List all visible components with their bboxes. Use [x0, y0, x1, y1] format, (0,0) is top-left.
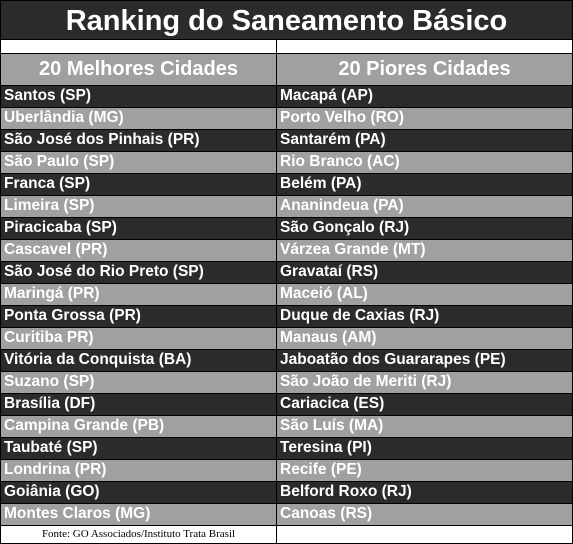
table-row: Suzano (SP) São João de Meriti (RJ)	[1, 372, 572, 394]
source-row: Fonte: GO Associados/Instituto Trata Bra…	[1, 526, 572, 544]
table-row: São José do Rio Preto (SP) Gravataí (RS)	[1, 262, 572, 284]
table-row: Santos (SP) Macapá (AP)	[1, 86, 572, 108]
worst-city-cell: Santarém (PA)	[280, 131, 386, 148]
table-row: Franca (SP) Belém (PA)	[1, 174, 572, 196]
best-city-cell: São José do Rio Preto (SP)	[1, 262, 277, 283]
worst-city-cell: São Gonçalo (RJ)	[280, 219, 410, 236]
column-header-row: 20 Melhores Cidades 20 Piores Cidades	[1, 54, 572, 86]
best-city-cell: Goiânia (GO)	[1, 482, 277, 503]
table-row: Ponta Grossa (PR) Duque de Caxias (RJ)	[1, 306, 572, 328]
table-row: Goiânia (GO) Belford Roxo (RJ)	[1, 482, 572, 504]
worst-city-cell: Várzea Grande (MT)	[280, 241, 426, 258]
best-city-cell: Taubaté (SP)	[1, 438, 277, 459]
worst-city-cell: Porto Velho (RO)	[280, 109, 404, 126]
worst-city-cell: Canoas (RS)	[280, 505, 373, 522]
worst-city-cell: Recife (PE)	[280, 461, 362, 478]
table-body: Santos (SP) Macapá (AP) Uberlândia (MG) Por…	[1, 86, 572, 526]
table-row: Vitória da Conquista (BA) Jaboatão dos Gu…	[1, 350, 572, 372]
source-note: Fonte: GO Associados/Instituto Trata Bra…	[1, 526, 277, 543]
worst-city-cell: Duque de Caxias (RJ)	[280, 307, 440, 324]
best-city-cell: Ponta Grossa (PR)	[1, 306, 277, 327]
table-row: Uberlândia (MG) Porto Velho (RO)	[1, 108, 572, 130]
worst-city-cell: Jaboatão dos Guararapes (PE)	[280, 351, 506, 368]
table-row: Brasília (DF) Cariacica (ES)	[1, 394, 572, 416]
best-city-cell: Brasília (DF)	[1, 394, 277, 415]
best-city-cell: Montes Claros (MG)	[1, 504, 277, 525]
best-city-cell: Cascavel (PR)	[1, 240, 277, 261]
table-row: Montes Claros (MG) Canoas (RS)	[1, 504, 572, 526]
worst-city-cell: Maceió (AL)	[280, 285, 368, 302]
table-row: Limeira (SP) Ananindeua (PA)	[1, 196, 572, 218]
spacer-row	[1, 40, 572, 54]
table-row: Piracicaba (SP) São Gonçalo (RJ)	[1, 218, 572, 240]
worst-city-cell: Belford Roxo (RJ)	[280, 483, 412, 500]
best-city-cell: Limeira (SP)	[1, 196, 277, 217]
best-city-cell: Uberlândia (MG)	[1, 108, 277, 129]
table-row: Cascavel (PR) Várzea Grande (MT)	[1, 240, 572, 262]
worst-city-cell: Teresina (PI)	[280, 439, 372, 456]
table-row: Maringá (PR) Maceió (AL)	[1, 284, 572, 306]
worst-city-cell: São Luís (MA)	[280, 417, 384, 434]
table-row: Curitiba PR) Manaus (AM)	[1, 328, 572, 350]
best-city-cell: Franca (SP)	[1, 174, 277, 195]
worst-city-cell: Gravataí (RS)	[280, 263, 379, 280]
spacer-cell-right	[277, 40, 572, 53]
worst-city-cell: Belém (PA)	[280, 175, 362, 192]
worst-city-cell: Ananindeua (PA)	[280, 197, 404, 214]
table-row: Londrina (PR) Recife (PE)	[1, 460, 572, 482]
source-empty-cell	[277, 526, 572, 543]
best-city-cell: Maringá (PR)	[1, 284, 277, 305]
best-city-cell: Curitiba PR)	[1, 328, 277, 349]
best-city-cell: Campina Grande (PB)	[1, 416, 277, 437]
best-city-cell: São Paulo (SP)	[1, 152, 277, 173]
spacer-cell-left	[1, 40, 277, 53]
table-row: São Paulo (SP) Rio Branco (AC)	[1, 152, 572, 174]
table-title: Ranking do Saneamento Básico	[1, 0, 572, 40]
worst-city-cell: Rio Branco (AC)	[280, 153, 400, 170]
best-city-cell: Vitória da Conquista (BA)	[1, 350, 277, 371]
best-city-cell: Piracicaba (SP)	[1, 218, 277, 239]
table-row: São José dos Pinhais (PR) Santarém (PA)	[1, 130, 572, 152]
best-city-cell: Londrina (PR)	[1, 460, 277, 481]
best-city-cell: Santos (SP)	[1, 86, 277, 107]
table-row: Taubaté (SP) Teresina (PI)	[1, 438, 572, 460]
best-city-cell: Suzano (SP)	[1, 372, 277, 393]
header-best-cities: 20 Melhores Cidades	[1, 54, 277, 85]
best-city-cell: São José dos Pinhais (PR)	[1, 130, 277, 151]
worst-city-cell: Macapá (AP)	[280, 87, 374, 104]
worst-city-cell: Cariacica (ES)	[280, 395, 385, 412]
worst-city-cell: Manaus (AM)	[280, 329, 377, 346]
table-row: Campina Grande (PB) São Luís (MA)	[1, 416, 572, 438]
worst-city-cell: São João de Meriti (RJ)	[280, 373, 452, 390]
header-worst-cities: 20 Piores Cidades	[338, 58, 511, 80]
